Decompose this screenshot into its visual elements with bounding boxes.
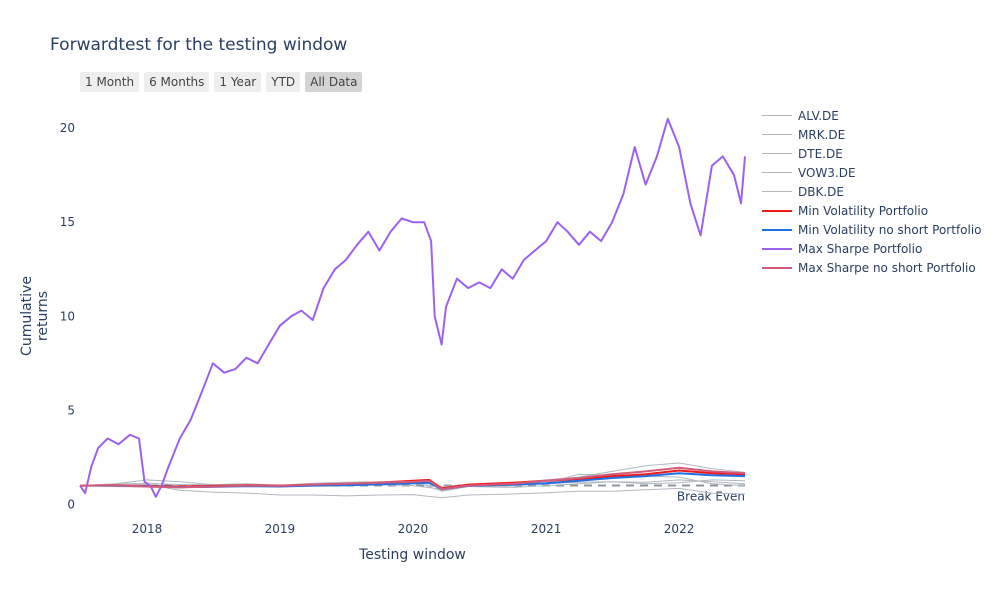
range-button-ytd[interactable]: YTD — [266, 72, 301, 92]
x-tick-label: 2022 — [664, 522, 695, 536]
legend-item[interactable]: DTE.DE — [762, 144, 982, 163]
x-axis-label: Testing window — [359, 547, 466, 563]
y-tick-label: 0 — [67, 497, 75, 511]
series-line-dbk-de[interactable] — [80, 484, 746, 499]
x-tick-label: 2019 — [265, 522, 296, 536]
legend-label: DBK.DE — [798, 184, 844, 199]
series-line-max-sharpe-no-short-portfolio[interactable] — [79, 466, 746, 491]
break-even-label: Break Even — [677, 490, 745, 504]
legend-item[interactable]: Min Volatility no short Portfolio — [762, 220, 982, 239]
chart-title: Forwardtest for the testing window — [50, 35, 348, 55]
legend-swatch — [762, 228, 792, 231]
legend-label: Max Sharpe no short Portfolio — [798, 260, 976, 275]
legend-swatch — [762, 247, 792, 250]
x-tick-label: 2018 — [132, 522, 163, 536]
legend-item[interactable]: VOW3.DE — [762, 163, 982, 182]
legend-item[interactable]: MRK.DE — [762, 125, 982, 144]
legend-item[interactable]: ALV.DE — [762, 106, 982, 125]
range-button-1-year[interactable]: 1 Year — [214, 72, 262, 92]
range-button-1-month[interactable]: 1 Month — [80, 72, 140, 92]
legend-swatch — [762, 172, 792, 173]
x-tick-label: 2020 — [398, 522, 429, 536]
legend-swatch — [762, 266, 792, 269]
x-tick-label: 2021 — [531, 522, 562, 536]
legend-label: Min Volatility Portfolio — [798, 203, 929, 218]
legend-label: Max Sharpe Portfolio — [798, 241, 923, 256]
legend-swatch — [762, 209, 792, 212]
legend-swatch — [762, 153, 792, 154]
legend-label: MRK.DE — [798, 127, 846, 142]
legend-label: VOW3.DE — [798, 165, 856, 180]
y-tick-label: 5 — [67, 403, 75, 417]
range-button-all-data[interactable]: All Data — [305, 72, 363, 92]
legend-label: ALV.DE — [798, 108, 839, 123]
y-tick-label: 20 — [60, 121, 75, 135]
legend-item[interactable]: Max Sharpe Portfolio — [762, 239, 982, 258]
legend-swatch — [762, 115, 792, 116]
legend: ALV.DE MRK.DE DTE.DE VOW3.DE DBK.DE Min Volat… — [762, 106, 982, 277]
legend-swatch — [762, 134, 792, 135]
range-selector: 1 Month 6 Months 1 Year YTD All Data — [80, 72, 363, 92]
y-tick-label: 15 — [60, 215, 75, 229]
legend-item[interactable]: Max Sharpe no short Portfolio — [762, 258, 982, 277]
legend-item[interactable]: DBK.DE — [762, 182, 982, 201]
legend-swatch — [762, 191, 792, 192]
series-line-max-sharpe-portfolio[interactable] — [79, 117, 746, 498]
legend-label: Min Volatility no short Portfolio — [798, 222, 982, 237]
legend-label: DTE.DE — [798, 146, 843, 161]
y-axis-label: Cumulative returns — [19, 276, 51, 356]
legend-item[interactable]: Min Volatility Portfolio — [762, 201, 982, 220]
y-tick-label: 10 — [60, 309, 75, 323]
range-button-6-months[interactable]: 6 Months — [144, 72, 210, 92]
